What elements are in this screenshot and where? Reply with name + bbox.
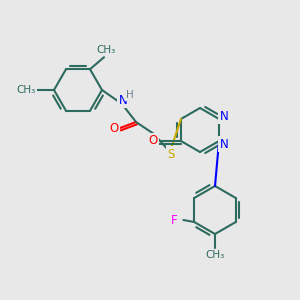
Text: CH₃: CH₃ (16, 85, 36, 95)
Text: CH₃: CH₃ (206, 250, 225, 260)
Text: F: F (171, 214, 178, 226)
Text: O: O (148, 134, 158, 148)
Text: S: S (167, 148, 175, 160)
Text: N: N (220, 137, 228, 151)
Text: H: H (126, 90, 134, 100)
Text: N: N (220, 110, 228, 122)
Text: O: O (110, 122, 118, 134)
Text: N: N (118, 94, 127, 106)
Text: CH₃: CH₃ (96, 45, 116, 55)
